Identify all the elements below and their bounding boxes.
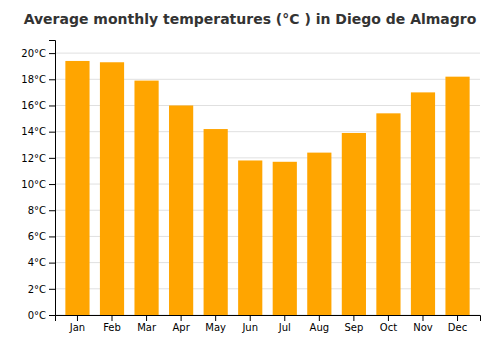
x-tick-mark: [457, 315, 458, 321]
bar: [100, 62, 124, 315]
y-tick-label: 20°C: [21, 48, 46, 59]
y-tick-mark: [49, 184, 55, 185]
y-tick-mark: [49, 289, 55, 290]
y-tick-label: 16°C: [21, 100, 46, 111]
x-tick: May: [205, 315, 226, 333]
x-tick-mark: [146, 315, 147, 321]
chart: Jan Feb Mar Apr May Jun Jul Aug Sep Oct Nov Dec 0°C 2…: [0, 0, 500, 350]
y-axis-line: [49, 41, 56, 316]
x-tick-label: Nov: [413, 322, 433, 333]
y-tick-label: 18°C: [21, 74, 46, 85]
y-tick-mark: [49, 53, 55, 54]
x-tick: Apr: [172, 315, 190, 333]
x-axis: Jan Feb Mar Apr May Jun Jul Aug Sep Oct Nov Dec: [56, 315, 481, 333]
y-tick: 14°C: [21, 126, 55, 137]
x-tick: Mar: [137, 315, 157, 333]
x-tick-mark: [284, 315, 285, 321]
bar: [376, 113, 400, 315]
x-tick: Nov: [413, 315, 433, 333]
grid-line: [55, 53, 480, 54]
x-tick: Feb: [103, 315, 121, 333]
x-tick-mark: [112, 315, 113, 321]
x-tick: Jul: [278, 315, 291, 333]
y-tick-mark: [49, 132, 55, 133]
x-tick: Oct: [380, 315, 397, 333]
bar: [445, 77, 469, 315]
y-tick: 2°C: [28, 284, 55, 295]
bar: [204, 129, 228, 315]
y-tick: 6°C: [28, 231, 55, 242]
x-tick-label: Jan: [69, 322, 85, 333]
y-tick-label: 4°C: [28, 257, 46, 268]
x-tick-mark: [319, 315, 320, 321]
y-tick: 0°C: [28, 310, 55, 321]
x-tick-label: Dec: [448, 322, 467, 333]
y-tick-mark: [49, 158, 55, 159]
y-tick-label: 8°C: [28, 205, 46, 216]
bar: [273, 162, 297, 315]
x-tick-mark: [77, 315, 78, 321]
y-tick-mark: [49, 210, 55, 211]
x-tick-label: Apr: [172, 322, 190, 333]
x-tick: Dec: [448, 315, 467, 333]
x-tick: Jan: [69, 315, 85, 333]
x-tick: Jun: [241, 315, 258, 333]
x-tick-label: Mar: [137, 322, 157, 333]
y-tick-label: 6°C: [28, 231, 46, 242]
y-axis: 0°C 2°C 4°C 6°C 8°C 10°C 12°C 14°C 16°C 18°C 20°C: [21, 41, 55, 321]
y-tick: 20°C: [21, 48, 55, 59]
bar: [307, 153, 331, 315]
bars: [65, 61, 469, 315]
x-tick-label: Jun: [241, 322, 258, 333]
x-tick-label: Oct: [380, 322, 397, 333]
x-tick-label: Aug: [310, 322, 330, 333]
y-tick-mark: [49, 105, 55, 106]
x-tick-mark: [250, 315, 251, 321]
y-tick-label: 2°C: [28, 284, 46, 295]
x-tick: Sep: [344, 315, 363, 333]
y-tick-mark: [49, 263, 55, 264]
y-tick-label: 14°C: [21, 126, 46, 137]
x-tick-mark: [388, 315, 389, 321]
y-tick-mark: [49, 315, 55, 316]
y-tick: 4°C: [28, 257, 55, 268]
title: Average monthly temperatures (°C ) in Di…: [24, 11, 477, 27]
grid: [55, 53, 480, 315]
y-tick-label: 12°C: [21, 153, 46, 164]
x-tick-mark: [181, 315, 182, 321]
bar: [169, 105, 193, 315]
y-tick: 18°C: [21, 74, 55, 85]
bar: [65, 61, 89, 315]
y-tick-label: 10°C: [21, 179, 46, 190]
x-tick-label: Sep: [344, 322, 363, 333]
x-tick: Aug: [310, 315, 330, 333]
y-tick: 12°C: [21, 153, 55, 164]
y-tick-label: 0°C: [28, 310, 46, 321]
y-tick: 16°C: [21, 100, 55, 111]
plot: Jan Feb Mar Apr May Jun Jul Aug Sep Oct Nov Dec 0°C 2…: [21, 41, 480, 334]
bar: [342, 133, 366, 315]
bar: [134, 81, 158, 315]
x-tick-mark: [353, 315, 354, 321]
x-tick-label: May: [205, 322, 226, 333]
x-tick-label: Jul: [278, 322, 291, 333]
y-tick: 10°C: [21, 179, 55, 190]
x-tick-mark: [215, 315, 216, 321]
bar: [238, 160, 262, 315]
x-tick-label: Feb: [103, 322, 121, 333]
y-tick: 8°C: [28, 205, 55, 216]
y-tick-mark: [49, 236, 55, 237]
bar: [411, 92, 435, 315]
y-tick-mark: [49, 79, 55, 80]
x-tick-mark: [422, 315, 423, 321]
x-axis-line: [56, 316, 481, 322]
